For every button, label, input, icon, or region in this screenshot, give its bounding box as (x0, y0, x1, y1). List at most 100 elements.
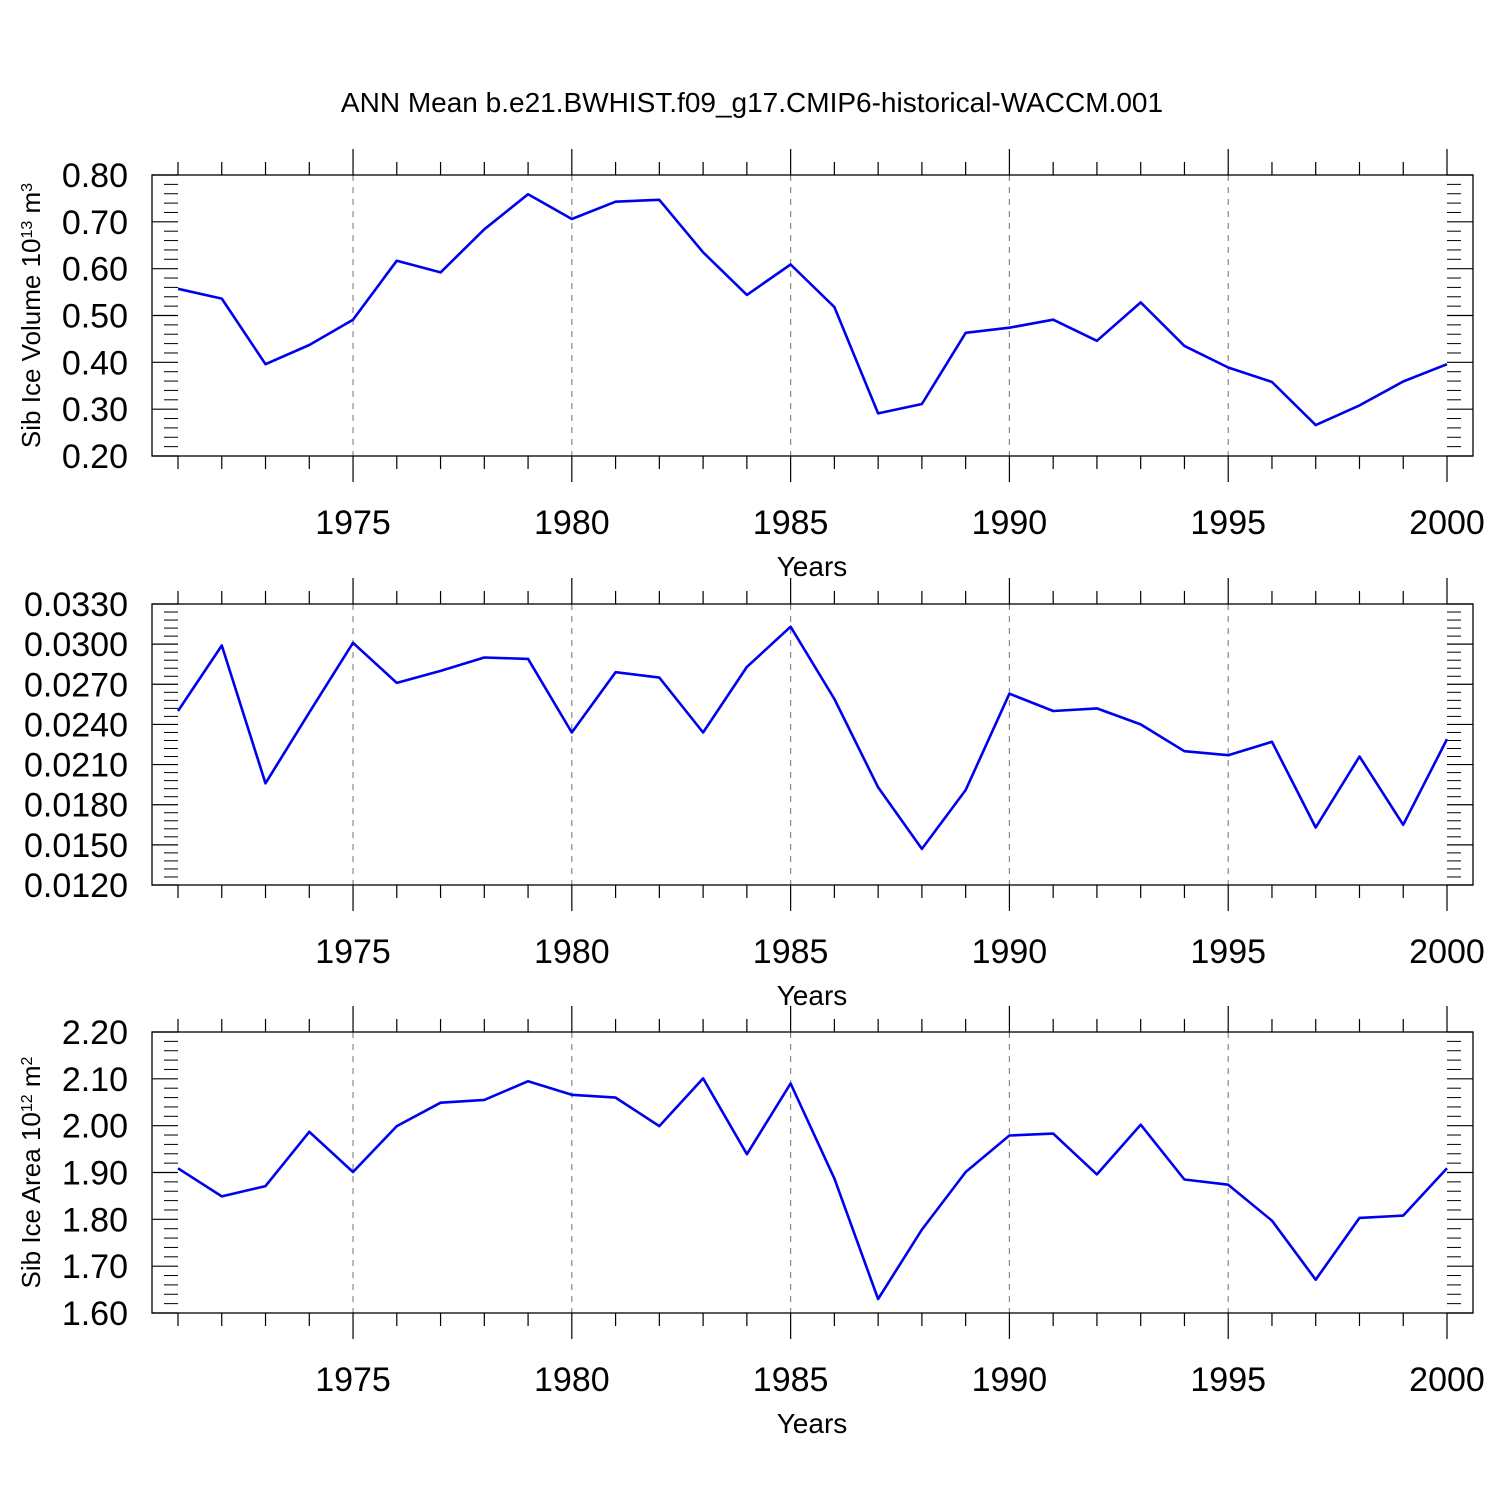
data-point (832, 305, 836, 309)
data-point (307, 343, 311, 347)
data-point (701, 730, 705, 734)
data-point (1226, 365, 1230, 369)
data-point (526, 192, 530, 196)
data-point (1270, 380, 1274, 384)
x-tick-label: 1990 (972, 933, 1048, 971)
x-axis-label: Years (777, 1408, 848, 1439)
x-tick-label: 1985 (753, 504, 829, 542)
data-point (1182, 1178, 1186, 1182)
data-point (395, 259, 399, 263)
data-point (745, 665, 749, 669)
data-point (526, 657, 530, 661)
data-point (176, 287, 180, 291)
y-tick-label: 0.80 (62, 157, 128, 195)
y-tick-label: 2.10 (62, 1061, 128, 1099)
x-tick-label: 1980 (534, 1361, 610, 1399)
data-point (964, 331, 968, 335)
data-point (220, 297, 224, 301)
data-point (701, 1076, 705, 1080)
panels: 0.20 0.30 0.40 0.50 0.60 0.70 0.80 1975 1980 1985… (16, 149, 1485, 1439)
data-point (1007, 692, 1011, 696)
data-point (482, 1098, 486, 1102)
y-tick-label: 0.20 (62, 438, 128, 476)
data-point (876, 411, 880, 415)
x-tick-label: 1985 (753, 1361, 829, 1399)
data-point (1007, 326, 1011, 330)
data-point (1445, 737, 1449, 741)
y-tick-label: 0.70 (62, 204, 128, 242)
panel-2: 0.01200.01500.01800.02100.02400.02700.03… (24, 578, 1485, 1011)
figure-title: ANN Mean b.e21.BWHIST.f09_g17.CMIP6-hist… (341, 87, 1163, 118)
data-point (395, 681, 399, 685)
x-tick-label: 1995 (1190, 504, 1266, 542)
y-tick-label: 0.0180 (24, 787, 128, 825)
data-point (482, 656, 486, 660)
x-axis-label: Years (777, 551, 848, 582)
data-point (1095, 339, 1099, 343)
data-point (264, 1184, 268, 1188)
data-point (570, 730, 574, 734)
data-point (1357, 1216, 1361, 1220)
data-point (1401, 380, 1405, 384)
panel-3: 1.60 1.70 1.80 1.90 2.00 2.10 2.20 1975 1980 1985… (16, 1006, 1485, 1439)
data-point (832, 1177, 836, 1181)
data-point (1270, 740, 1274, 744)
data-point (1051, 709, 1055, 713)
data-point (920, 847, 924, 851)
x-tick-label: 1975 (315, 1361, 391, 1399)
data-point (832, 697, 836, 701)
data-point (1401, 1214, 1405, 1218)
y-tick-label: 0.60 (62, 251, 128, 289)
y-tick-label: 0.0330 (24, 586, 128, 624)
data-point (526, 1079, 530, 1083)
y-tick-label: 1.70 (62, 1248, 128, 1286)
data-point (351, 318, 355, 322)
data-point (1051, 1132, 1055, 1136)
panel-1: 0.20 0.30 0.40 0.50 0.60 0.70 0.80 1975 1980 1985… (16, 149, 1485, 582)
y-tick-label: 1.60 (62, 1295, 128, 1333)
data-point (1007, 1134, 1011, 1138)
data-point (395, 1124, 399, 1128)
x-axis-label: Years (777, 980, 848, 1011)
y-tick-label: 0.0210 (24, 747, 128, 785)
data-point (1182, 344, 1186, 348)
data-point (482, 227, 486, 231)
data-point (657, 676, 661, 680)
data-point (351, 1170, 355, 1174)
x-tick-label: 1975 (315, 933, 391, 971)
x-tick-label: 1985 (753, 933, 829, 971)
data-point (1401, 823, 1405, 827)
x-tick-label: 1990 (972, 504, 1048, 542)
data-point (1095, 1172, 1099, 1176)
data-point (264, 362, 268, 366)
data-point (876, 785, 880, 789)
y-tick-label: 0.0270 (24, 666, 128, 704)
data-point (1226, 1183, 1230, 1187)
data-point (570, 1093, 574, 1097)
y-tick-label: 0.0150 (24, 827, 128, 865)
plot-frame (151, 603, 1474, 886)
x-tick-label: 2000 (1409, 933, 1485, 971)
data-point (439, 270, 443, 274)
y-tick-label: 0.40 (62, 344, 128, 382)
data-point (176, 1166, 180, 1170)
data-point (745, 1152, 749, 1156)
data-point (657, 198, 661, 202)
data-point (1139, 1123, 1143, 1127)
data-point (789, 1082, 793, 1086)
series-line (176, 625, 1449, 851)
data-point (1314, 825, 1318, 829)
data-point (614, 200, 618, 204)
data-point (1051, 318, 1055, 322)
x-tick-label: 2000 (1409, 504, 1485, 542)
data-point (176, 709, 180, 713)
series-line (177, 192, 1448, 427)
data-point (614, 670, 618, 674)
data-point (1182, 749, 1186, 753)
y-tick-label: 1.90 (62, 1155, 128, 1193)
data-point (307, 710, 311, 714)
data-point (1445, 362, 1449, 366)
data-point (351, 641, 355, 645)
y-tick-label: 1.80 (62, 1201, 128, 1239)
